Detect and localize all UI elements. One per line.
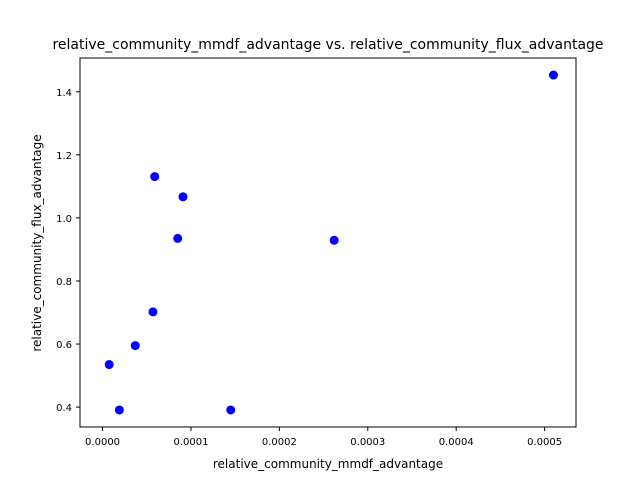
scatter-point-6 — [173, 233, 183, 243]
scatter-point-9 — [329, 235, 339, 245]
scatter-point-3 — [130, 341, 140, 351]
x-axis-label: relative_community_mmdf_advantage — [213, 457, 443, 471]
y-tick-label-4: 1.0 — [56, 214, 72, 225]
x-tick-label-6: 0.0005 — [527, 437, 562, 448]
x-tick-label-5: 0.0004 — [439, 437, 474, 448]
y-tick-label-3: 0.8 — [56, 277, 72, 288]
scatter-point-5 — [150, 172, 160, 182]
y-tick-label-5: 1.2 — [56, 151, 72, 162]
scatter-point-8 — [226, 405, 236, 415]
x-tick-label-4: 0.0003 — [350, 437, 385, 448]
y-tick-label-2: 0.6 — [56, 340, 72, 351]
x-tick-label-1: 0.0000 — [85, 437, 120, 448]
y-axis-label: relative_community_flux_advantage — [30, 134, 44, 351]
plot-points — [104, 70, 558, 415]
x-tick-label-2: 0.0001 — [173, 437, 208, 448]
chart-title: relative_community_mmdf_advantage vs. re… — [52, 37, 603, 53]
scatter-point-2 — [114, 405, 124, 415]
y-axis: 0.4 0.6 0.8 1.0 1.2 1.4 — [56, 88, 80, 414]
scatter-point-10 — [548, 70, 558, 80]
scatter-point-1 — [104, 360, 114, 370]
y-tick-label-1: 0.4 — [56, 403, 72, 414]
scatter-point-4 — [148, 307, 158, 317]
scatter-point-7 — [178, 192, 188, 202]
x-tick-label-3: 0.0002 — [262, 437, 297, 448]
plot-frame — [79, 57, 577, 428]
x-axis: 0.0000 0.0001 0.0002 0.0003 0.0004 0.0005 — [85, 427, 562, 448]
y-tick-label-6: 1.4 — [56, 88, 72, 99]
